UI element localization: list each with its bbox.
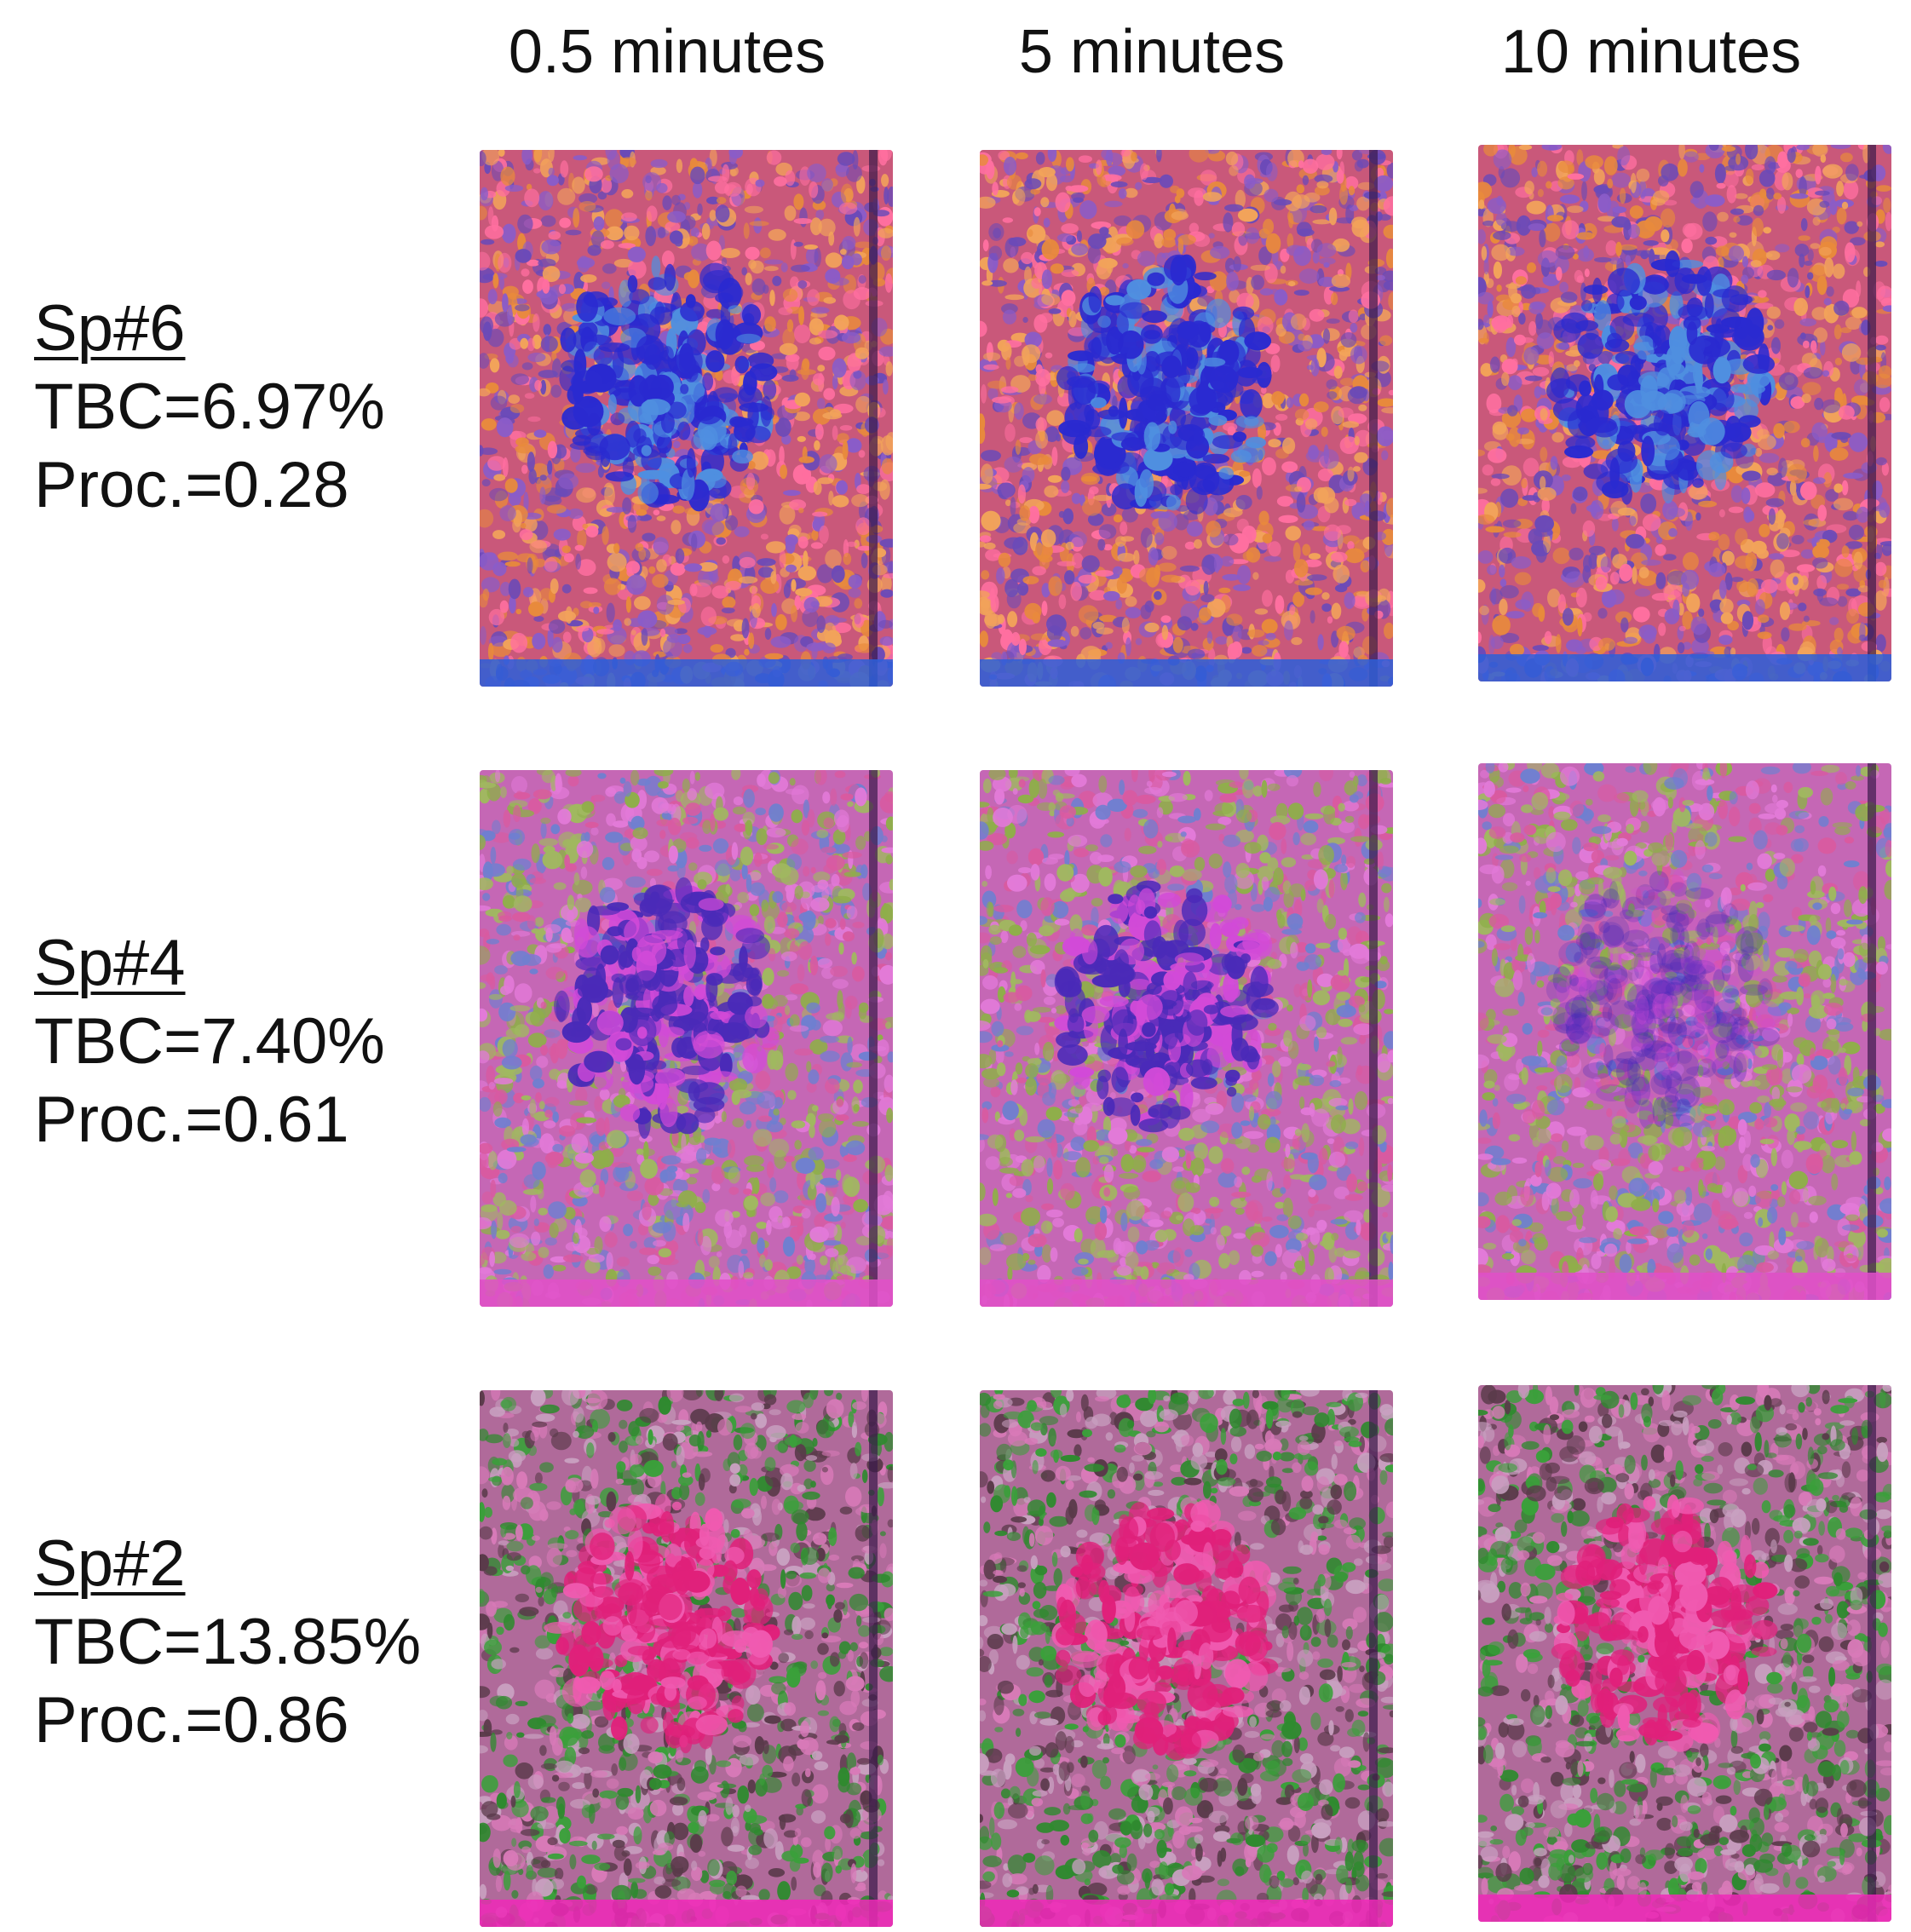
row-label-sp2: Sp#2 TBC=13.85% Proc.=0.86 [34,1525,469,1760]
specimen-name: Sp#2 [34,1527,186,1600]
thermal-image-sp2-5-minutes [980,1390,1393,1927]
thermal-image-sp4-5-minutes [980,770,1393,1307]
thermal-image-sp2-10-minutes [1478,1385,1891,1922]
thermal-image-sp6-5-minutes [980,150,1393,687]
proc-value: Proc.=0.86 [34,1684,349,1757]
thermal-image-sp2-0-5-minutes [480,1390,893,1927]
tbc-value: TBC=6.97% [34,371,385,443]
specimen-name: Sp#4 [34,927,186,999]
row-label-sp6: Sp#6 TBC=6.97% Proc.=0.28 [34,290,469,525]
thermal-image-sp6-10-minutes [1478,145,1891,681]
column-header-0-5-minutes: 0.5 minutes [508,18,826,86]
thermal-image-sp6-0-5-minutes [480,150,893,687]
tbc-value: TBC=13.85% [34,1606,422,1678]
thermal-image-sp4-0-5-minutes [480,770,893,1307]
tbc-value: TBC=7.40% [34,1005,385,1078]
column-header-10-minutes: 10 minutes [1500,18,1802,86]
row-label-sp4: Sp#4 TBC=7.40% Proc.=0.61 [34,924,469,1159]
column-header-5-minutes: 5 minutes [1018,18,1286,86]
proc-value: Proc.=0.61 [34,1084,349,1156]
proc-value: Proc.=0.28 [34,449,349,521]
thermal-image-sp4-10-minutes [1478,763,1891,1300]
specimen-name: Sp#6 [34,292,186,365]
